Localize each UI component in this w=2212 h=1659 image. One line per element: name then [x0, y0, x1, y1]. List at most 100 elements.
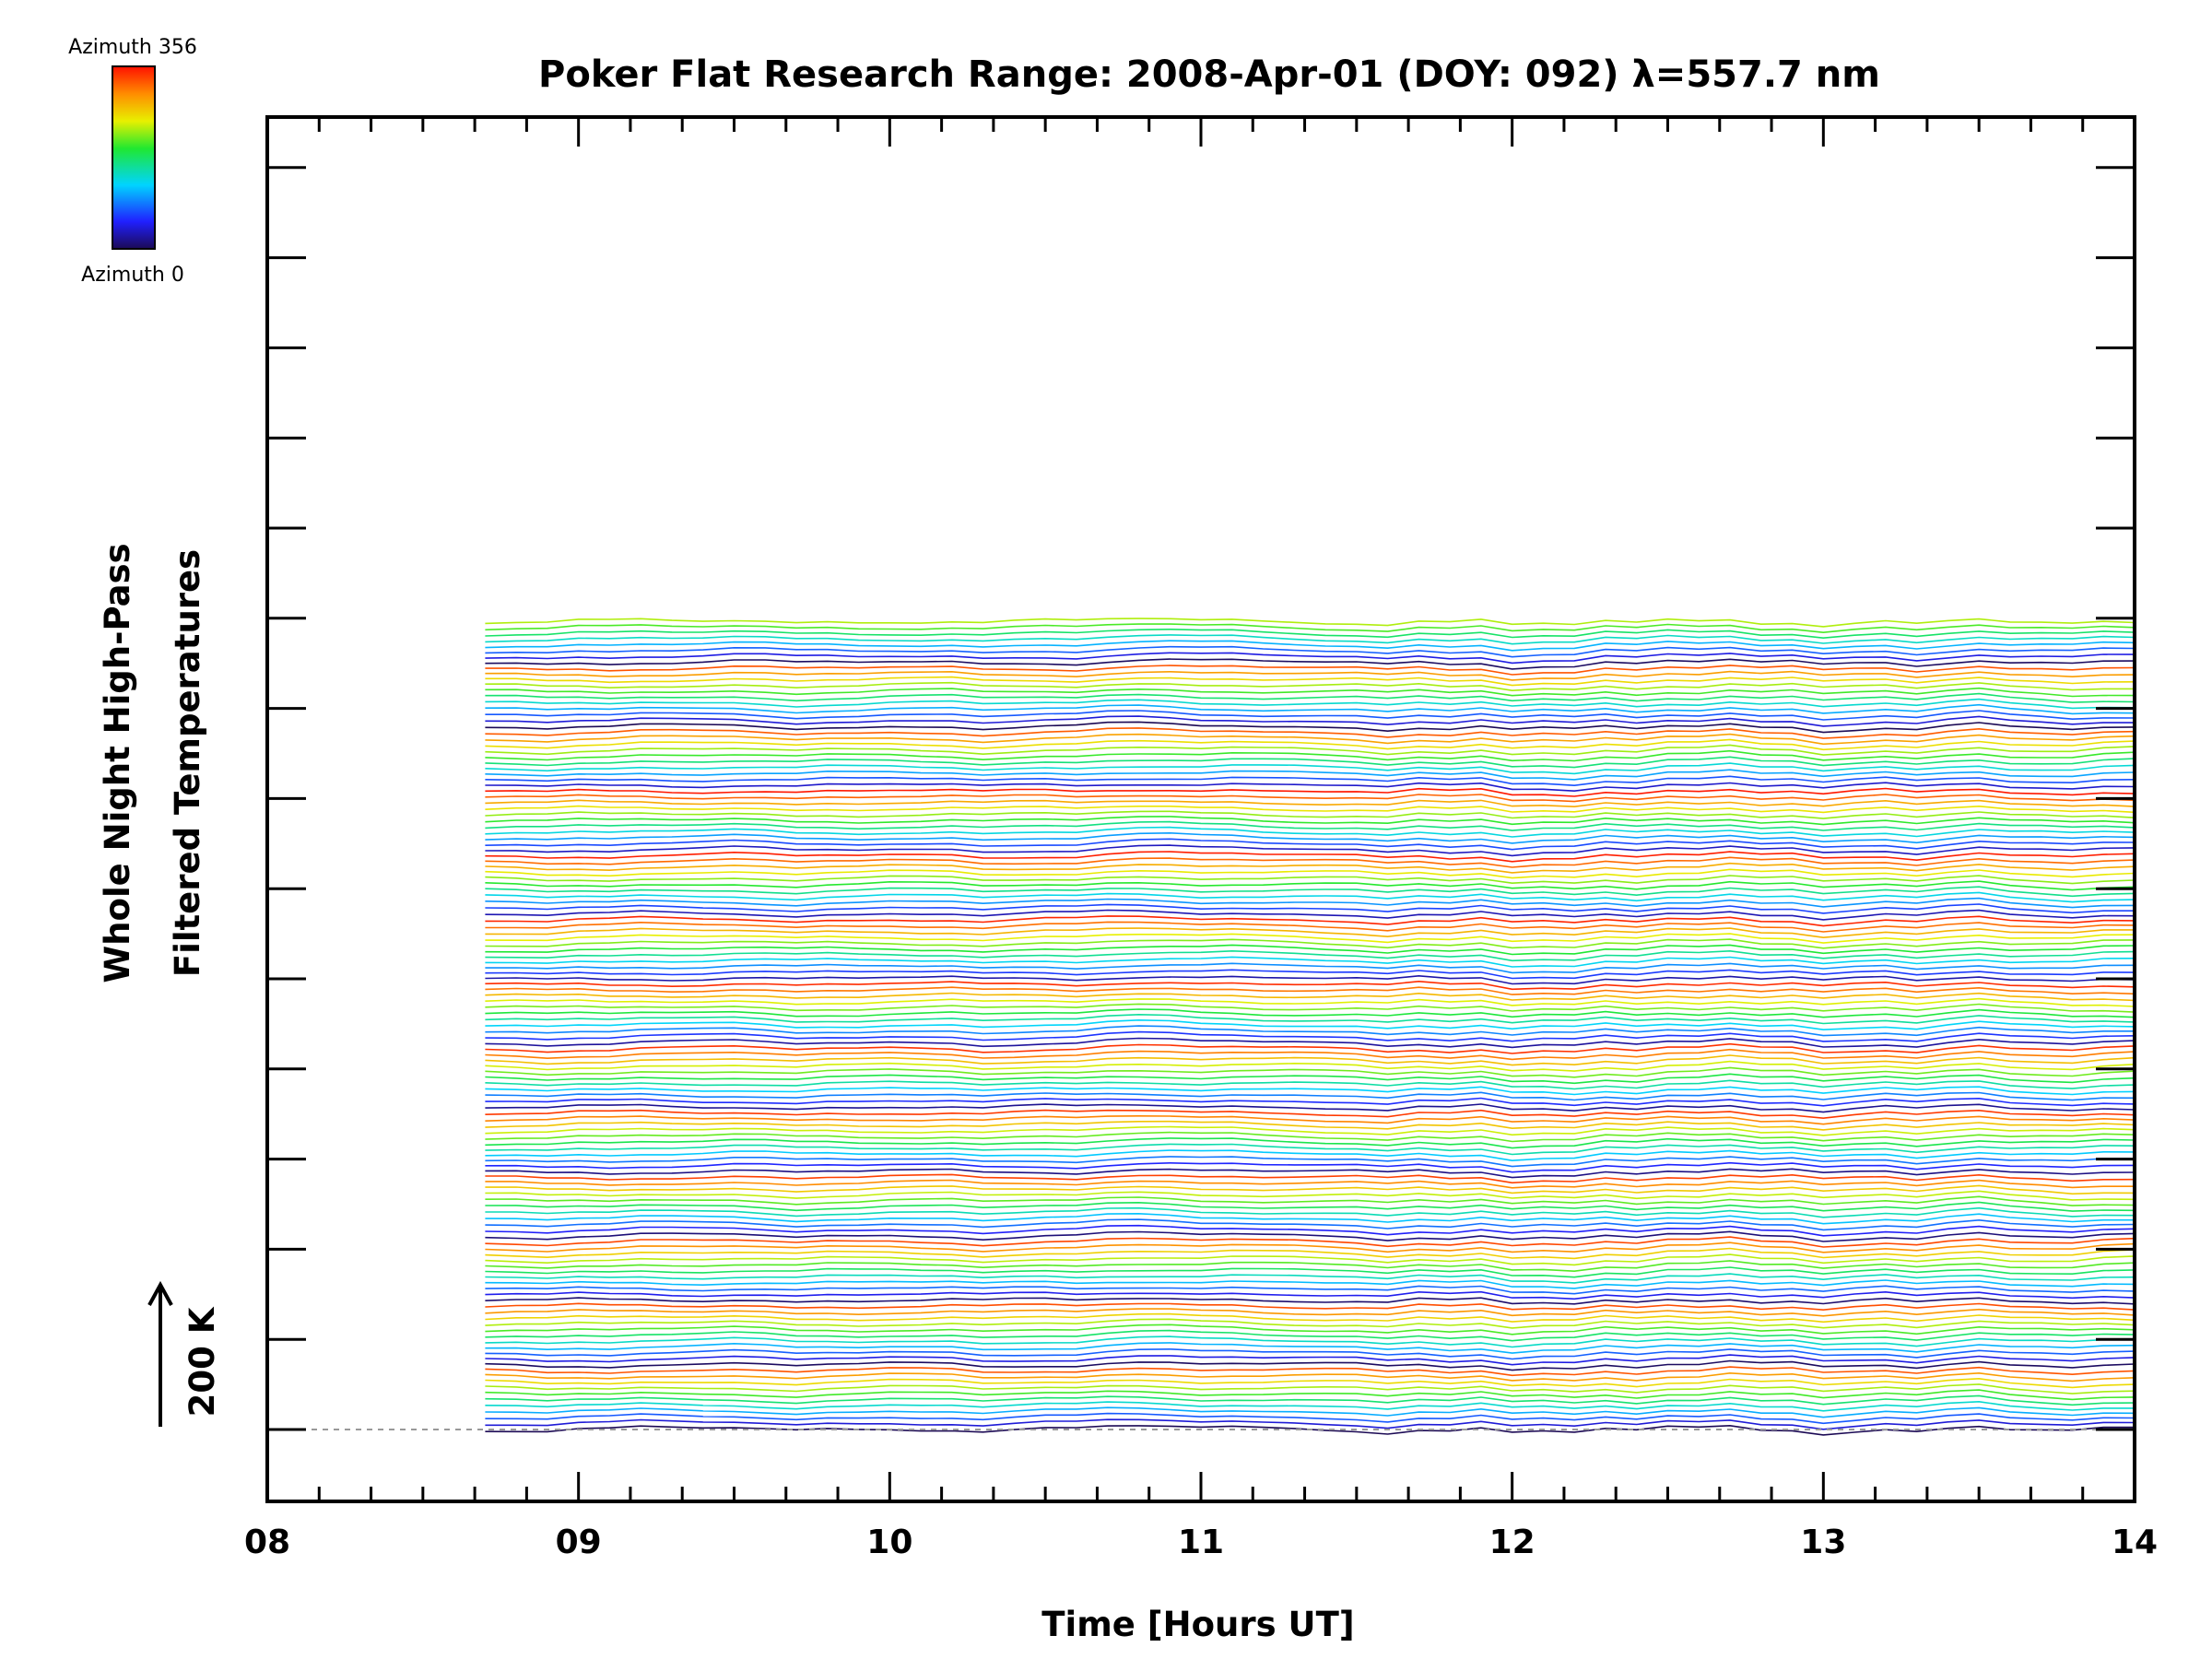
trace-line	[485, 1279, 2136, 1289]
x-tick-label: 11	[1178, 1524, 1224, 1561]
trace-line	[485, 769, 2136, 781]
trace-line	[485, 687, 2136, 698]
trace-line	[485, 997, 2136, 1007]
trace-line	[485, 1418, 2136, 1430]
trace-line	[485, 1347, 2136, 1360]
trace-line	[485, 862, 2136, 874]
trace-line	[485, 1236, 2136, 1248]
trace-line	[485, 921, 2136, 933]
trace-line	[485, 1218, 2136, 1231]
trace-line	[485, 645, 2136, 658]
x-tick-label: 12	[1489, 1524, 1535, 1561]
trace-line	[485, 623, 2136, 634]
trace-line	[485, 787, 2136, 797]
trace-line	[485, 962, 2136, 974]
trace-line	[485, 670, 2136, 681]
trace-line	[485, 721, 2136, 734]
trace-line	[485, 1324, 2136, 1335]
trace-line	[485, 749, 2136, 762]
trace-line	[485, 1241, 2136, 1253]
x-tick-label: 09	[556, 1524, 602, 1561]
trace-line	[485, 974, 2136, 985]
trace-line	[485, 1190, 2136, 1201]
trace-line	[485, 794, 2136, 803]
trace-line	[485, 1079, 2136, 1090]
trace-line	[485, 1149, 2136, 1162]
trace-line	[485, 1318, 2136, 1329]
trace-line	[485, 775, 2136, 787]
trace-line	[485, 665, 2136, 676]
trace-line	[485, 1302, 2136, 1312]
trace-line	[485, 1013, 2136, 1025]
trace-line	[485, 1266, 2136, 1278]
trace-line	[485, 1115, 2136, 1125]
x-tick-label: 10	[866, 1524, 912, 1561]
y-axis-label-line1: Whole Night High-Pass	[98, 543, 137, 982]
trace-line	[485, 1143, 2136, 1156]
trace-group	[485, 618, 2136, 1436]
trace-line	[485, 1260, 2136, 1273]
y-axis-label-line2: Filtered Temperatures	[168, 549, 207, 977]
trace-line	[485, 1173, 2136, 1184]
trace-line	[485, 938, 2136, 949]
trace-line	[485, 1400, 2135, 1412]
trace-line	[485, 949, 2136, 962]
trace-line	[485, 915, 2136, 927]
trace-line	[485, 1018, 2136, 1031]
trace-line	[485, 909, 2136, 921]
scale-bar: 200 K	[147, 1280, 222, 1427]
trace-line	[485, 1290, 2136, 1300]
trace-line	[485, 1273, 2136, 1284]
trace-line	[485, 1335, 2136, 1348]
trace-line	[485, 1206, 2136, 1218]
trace-line	[485, 886, 2136, 898]
trace-line	[485, 844, 2136, 857]
trace-line	[485, 658, 2136, 670]
trace-line	[485, 1161, 2136, 1173]
trace-line	[485, 875, 2136, 885]
trace-line	[485, 1312, 2136, 1324]
trace-line	[485, 1253, 2136, 1266]
trace-line	[485, 1412, 2136, 1425]
trace-line	[485, 880, 2136, 891]
trace-line	[485, 1406, 2136, 1418]
trace-line	[485, 634, 2136, 645]
scale-bar-label: 200 K	[182, 1306, 222, 1417]
colorbar-bottom-label: Azimuth 0	[81, 264, 184, 287]
trace-line	[485, 1137, 2136, 1149]
trace-line	[485, 1359, 2136, 1371]
trace-line	[485, 868, 2136, 879]
x-axis-label: Time [Hours UT]	[1041, 1605, 1354, 1644]
trace-line	[485, 733, 2136, 746]
x-tick-label: 14	[2112, 1524, 2158, 1561]
trace-line	[485, 1297, 2136, 1305]
trace-line	[485, 980, 2136, 991]
trace-line	[485, 703, 2136, 715]
x-tick-label: 08	[244, 1524, 290, 1561]
trace-line	[485, 628, 2136, 640]
trace-line	[485, 1120, 2136, 1131]
trace-line	[485, 1366, 2136, 1377]
x-tick-label: 13	[1800, 1524, 1846, 1561]
trace-line	[485, 1103, 2136, 1113]
trace-line	[485, 1212, 2135, 1225]
trace-line	[485, 799, 2136, 808]
trace-line	[485, 652, 2136, 665]
tick-group: 08 09 10 11 12 13 14	[244, 117, 2158, 1561]
colorbar-top-label: Azimuth 356	[68, 36, 197, 59]
trace-line	[485, 1224, 2136, 1237]
trace-line	[485, 1125, 2136, 1136]
trace-line	[485, 897, 2136, 909]
trace-line	[485, 1184, 2136, 1195]
trace-line	[485, 1060, 2136, 1072]
trace-line	[485, 715, 2135, 727]
trace-line	[485, 1342, 2136, 1354]
trace-line	[485, 1086, 2136, 1096]
trace-line	[485, 1179, 2135, 1189]
trace-line	[485, 810, 2136, 819]
trace-line	[485, 1003, 2136, 1013]
trace-line	[485, 856, 2136, 868]
trace-line	[485, 1371, 2136, 1382]
trace-line	[485, 1054, 2136, 1066]
